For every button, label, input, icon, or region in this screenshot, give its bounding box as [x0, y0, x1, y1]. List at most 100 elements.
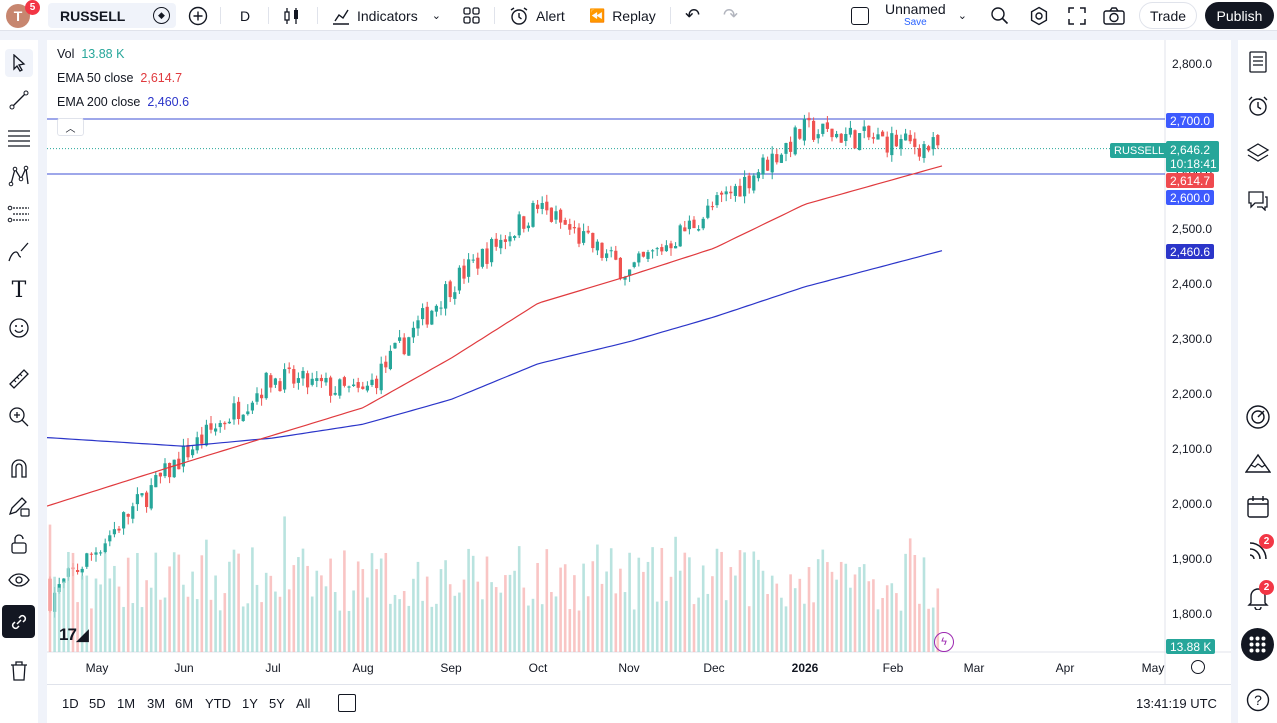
candle-body	[692, 219, 696, 229]
volume-bar	[646, 561, 650, 652]
candle-body	[154, 475, 158, 488]
range-3m-button[interactable]: 3M	[147, 696, 166, 711]
chart-pane[interactable]: Vol 13.88 K EMA 50 close 2,614.7 EMA 200…	[47, 40, 1231, 684]
candle-body	[411, 327, 415, 338]
volume-bar	[554, 596, 558, 652]
date-range-icon[interactable]	[338, 694, 356, 712]
candle-body	[269, 375, 273, 388]
candle-body	[752, 175, 756, 191]
zoom-tool[interactable]	[5, 403, 33, 431]
legend-ema200[interactable]: EMA 200 close 2,460.6	[57, 95, 190, 109]
volume-bar	[412, 578, 415, 652]
candle-body	[839, 133, 843, 143]
chevron-down-icon[interactable]: ⌄	[431, 10, 441, 22]
calendar-button[interactable]	[1243, 492, 1273, 522]
symbol-search-button[interactable]: RUSSELL ◆	[48, 3, 176, 28]
delete-tool[interactable]	[5, 657, 33, 685]
ruler-tool[interactable]	[5, 365, 33, 393]
candle-body	[825, 122, 829, 129]
volume-bar	[936, 588, 940, 652]
volume-bar	[384, 552, 388, 652]
watchlist-button[interactable]	[1243, 47, 1273, 77]
range-1d-button[interactable]: 1D	[62, 696, 79, 711]
add-symbol-button[interactable]	[188, 0, 208, 31]
templates-button[interactable]	[462, 0, 481, 31]
trendline-tool[interactable]	[5, 86, 33, 114]
volume-bar	[743, 552, 746, 652]
link-tool[interactable]	[2, 605, 35, 638]
interval-button[interactable]: D	[240, 7, 251, 24]
volume-bar	[407, 605, 411, 652]
cursor-tool[interactable]	[5, 49, 33, 77]
help-button[interactable]: ?	[1243, 685, 1273, 715]
emoji-tool[interactable]	[5, 314, 33, 342]
replay-button[interactable]: ⏪ Replay	[589, 7, 656, 24]
text-tool[interactable]: T	[5, 276, 33, 304]
magnet-tool[interactable]	[5, 454, 33, 482]
undo-button[interactable]: ↶	[685, 0, 700, 31]
indicators-button[interactable]: Indicators ⌄	[331, 0, 441, 31]
candle-body	[600, 242, 604, 258]
range-all-button[interactable]: All	[296, 696, 311, 711]
candle-body	[370, 379, 374, 385]
lock-tool[interactable]	[5, 530, 33, 558]
clock[interactable]: 13:41:19 UTC	[1136, 696, 1217, 711]
fib-lines-icon	[8, 130, 30, 147]
trade-button[interactable]: Trade	[1139, 2, 1197, 29]
volume-bar	[862, 564, 866, 652]
range-6m-button[interactable]: 6M	[175, 696, 194, 711]
legend-ema50[interactable]: EMA 50 close 2,614.7	[57, 71, 183, 85]
candle-body	[655, 248, 659, 250]
range-1y-button[interactable]: 1Y	[242, 696, 258, 711]
ideas-button[interactable]	[1243, 448, 1273, 478]
object-tree-button[interactable]	[1243, 138, 1273, 168]
candle-body	[756, 172, 760, 179]
candle-body	[701, 218, 705, 229]
settings-button[interactable]	[1029, 0, 1049, 31]
chats-button[interactable]	[1243, 185, 1273, 215]
candle-body	[641, 251, 645, 257]
pattern-tool[interactable]	[5, 162, 33, 190]
list-icon	[1249, 51, 1267, 73]
redo-button[interactable]: ↷	[723, 0, 738, 31]
quick-search-button[interactable]	[990, 0, 1010, 31]
stay-drawing-tool[interactable]	[5, 492, 33, 520]
volume-bar	[113, 565, 116, 652]
volume-bar	[899, 610, 903, 652]
alert-button[interactable]: Alert	[509, 0, 565, 31]
range-1m-button[interactable]: 1M	[117, 696, 136, 711]
candle-body	[917, 148, 921, 157]
collapse-legend-button[interactable]: ︿	[57, 118, 84, 136]
layout-button[interactable]: Unnamed Save ⌄	[851, 0, 967, 31]
volume-bar	[793, 588, 797, 652]
fullscreen-button[interactable]	[1068, 0, 1086, 31]
forecast-tool[interactable]	[5, 200, 33, 228]
snapshot-button[interactable]	[1103, 0, 1125, 31]
lightning-icon[interactable]: ϟ	[934, 632, 954, 652]
range-ytd-button[interactable]: YTD	[205, 696, 231, 711]
ema50-tag: 2,614.7	[1166, 173, 1215, 188]
candle-body	[582, 231, 586, 243]
apps-button[interactable]	[1241, 628, 1274, 661]
range-5d-button[interactable]: 5D	[89, 696, 106, 711]
volume-bar	[697, 597, 700, 652]
tradingview-logo[interactable]: 17◢	[59, 625, 89, 644]
legend-volume[interactable]: Vol 13.88 K	[57, 47, 125, 61]
candle-body	[158, 472, 162, 477]
hide-tool[interactable]	[5, 566, 33, 594]
price-chart[interactable]	[47, 40, 1231, 684]
alerts-button[interactable]	[1243, 91, 1273, 121]
timezone-settings-icon[interactable]	[1191, 660, 1205, 674]
compare-icon[interactable]: ◆	[153, 7, 170, 24]
chart-type-button[interactable]	[283, 0, 301, 31]
range-5y-button[interactable]: 5Y	[269, 696, 285, 711]
brush-tool[interactable]	[5, 238, 33, 266]
volume-bar	[540, 604, 544, 652]
technicals-button[interactable]	[1243, 402, 1273, 432]
chevron-down-icon[interactable]: ⌄	[957, 10, 967, 22]
volume-bar	[913, 555, 917, 652]
candle-body	[876, 134, 880, 140]
price-tick: 2,000.0	[1172, 497, 1213, 511]
fib-tool[interactable]	[5, 124, 33, 152]
publish-button[interactable]: Publish	[1205, 2, 1274, 29]
